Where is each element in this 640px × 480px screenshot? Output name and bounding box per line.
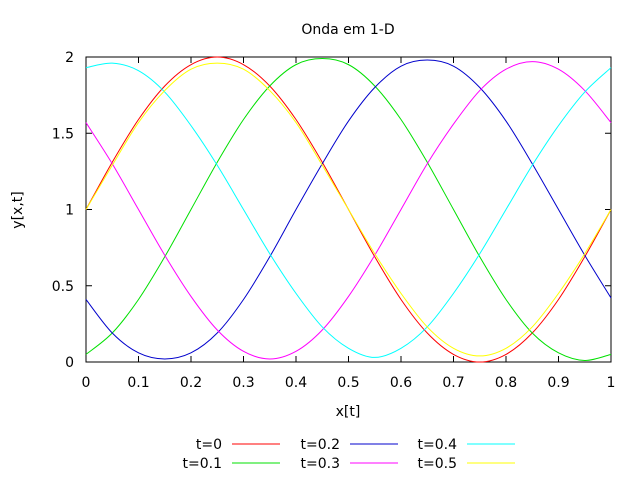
series-line-4	[85, 61, 612, 360]
x-tick-label: 0.1	[127, 375, 149, 391]
legend-label: t=0	[196, 437, 222, 453]
y-tick-label: 0	[65, 355, 74, 371]
series-line-6	[85, 62, 612, 357]
axis-ticks	[85, 56, 612, 363]
legend: t=0 t=0.1 t=0.2 t=0.3 t=0.4 t=0.5	[183, 437, 515, 472]
x-tick-label: 0.6	[390, 375, 412, 391]
x-tick-label: 0.8	[495, 375, 517, 391]
series-line-2	[85, 58, 612, 361]
x-tick-label: 0.9	[547, 375, 569, 391]
y-tick-labels: 0 0.5 1 1.5 2	[52, 50, 74, 371]
legend-label: t=0.5	[418, 456, 457, 472]
x-tick-label: 0	[82, 375, 91, 391]
series-lines	[85, 56, 612, 363]
x-tick-label: 0.7	[442, 375, 464, 391]
legend-label: t=0.2	[301, 437, 340, 453]
x-tick-labels: 0 0.1 0.2 0.3 0.4 0.5 0.6 0.7 0.8 0.9 1	[82, 375, 616, 391]
series-line-5	[85, 62, 612, 358]
y-tick-label: 1	[65, 203, 74, 219]
x-tick-label: 0.2	[180, 375, 202, 391]
y-tick-label: 1.5	[52, 126, 74, 142]
series-line-3	[85, 59, 612, 360]
legend-label: t=0.4	[418, 437, 458, 453]
x-tick-label: 0.4	[285, 375, 307, 391]
chart-title: Onda em 1-D	[301, 22, 394, 38]
y-axis-label: y[x,t]	[10, 191, 26, 228]
legend-label: t=0.3	[301, 456, 340, 472]
legend-label: t=0.1	[183, 456, 222, 472]
x-axis-label: x[t]	[336, 404, 361, 420]
x-tick-label: 1	[607, 375, 616, 391]
y-tick-label: 2	[65, 50, 74, 66]
x-tick-label: 0.5	[337, 375, 359, 391]
y-tick-label: 0.5	[52, 279, 74, 295]
x-tick-label: 0.3	[232, 375, 254, 391]
